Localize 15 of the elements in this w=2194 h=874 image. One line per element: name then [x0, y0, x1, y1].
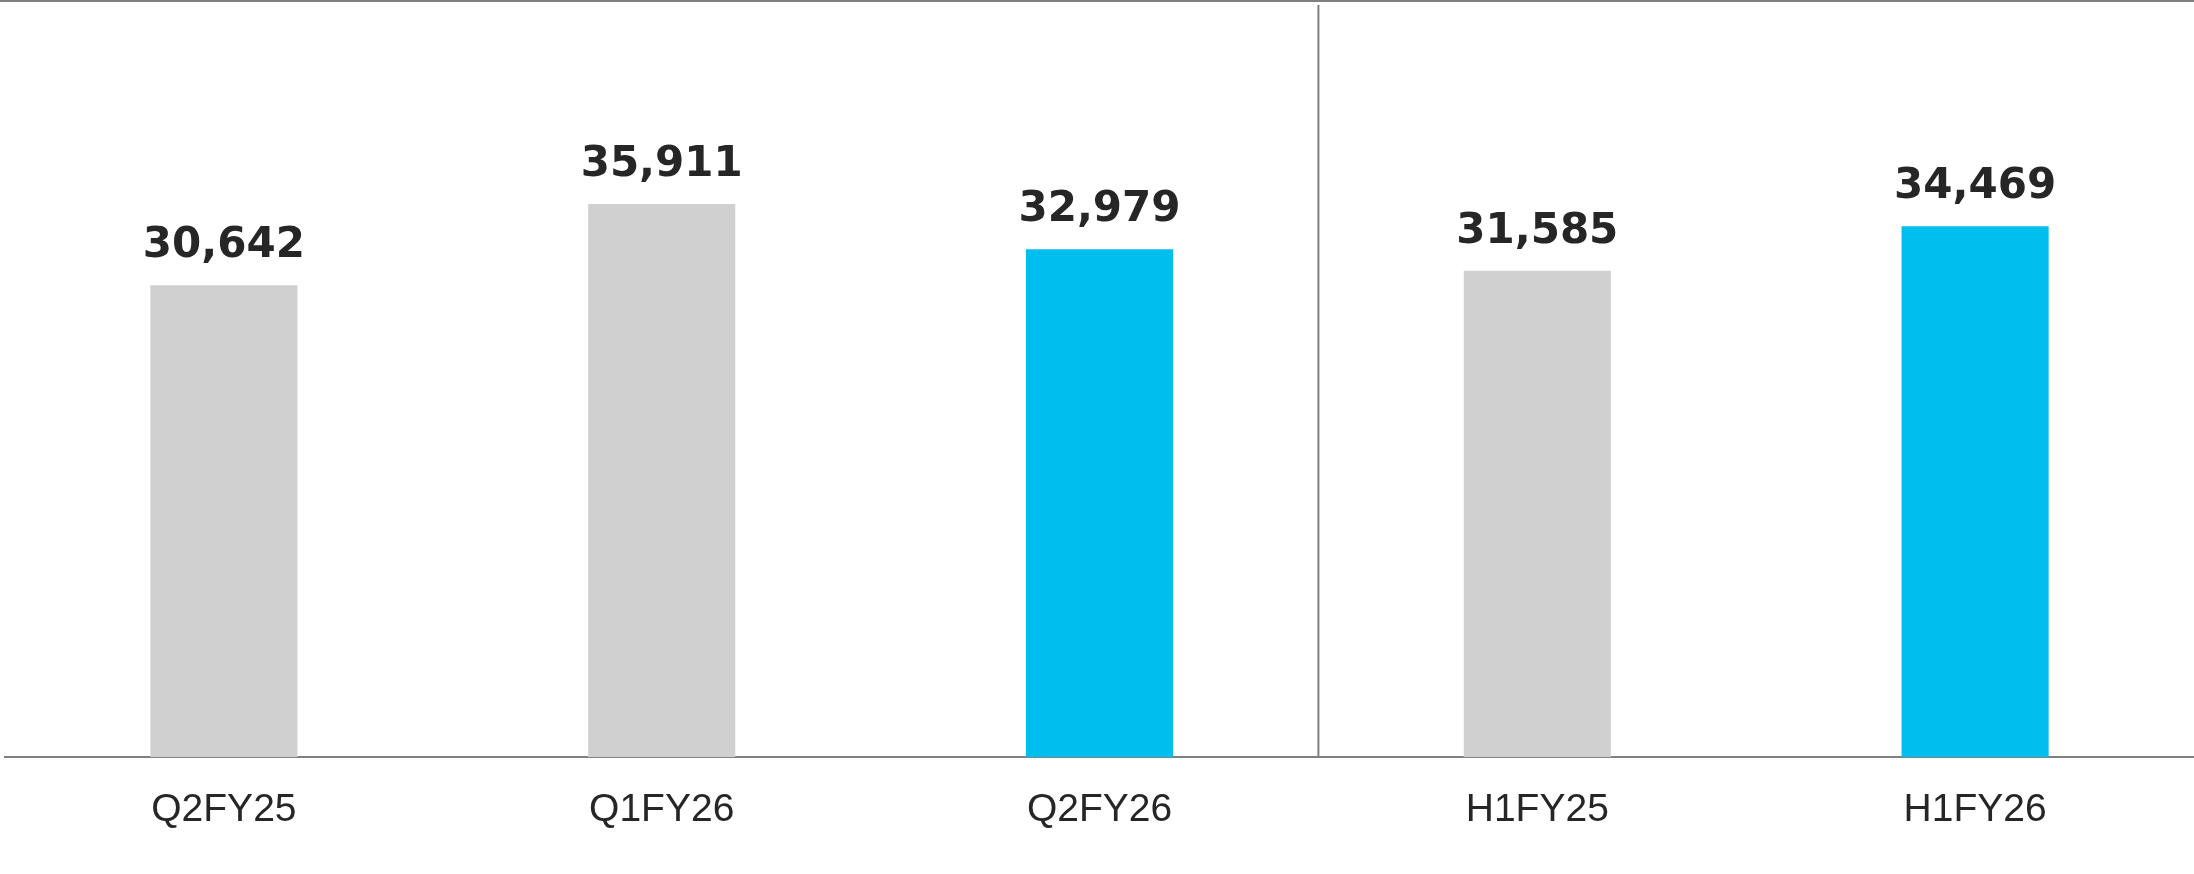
- x-tick-label: Q2FY26: [1026, 786, 1173, 830]
- bar: [1025, 249, 1174, 758]
- x-tick-label: H1FY26: [1903, 786, 2047, 830]
- data-label: 32,979: [1018, 182, 1181, 232]
- data-label: 35,911: [580, 137, 743, 187]
- bar: [1901, 226, 2049, 758]
- bar: [150, 285, 298, 758]
- x-tick-label: Q2FY25: [151, 786, 297, 830]
- bar: [588, 204, 736, 758]
- x-tick-label: H1FY25: [1465, 786, 1609, 830]
- x-tick-label: Q1FY26: [589, 786, 735, 830]
- data-label: 31,585: [1456, 203, 1619, 253]
- data-label: 30,642: [142, 218, 305, 268]
- data-label: 34,469: [1894, 159, 2057, 209]
- bar: [1463, 270, 1611, 758]
